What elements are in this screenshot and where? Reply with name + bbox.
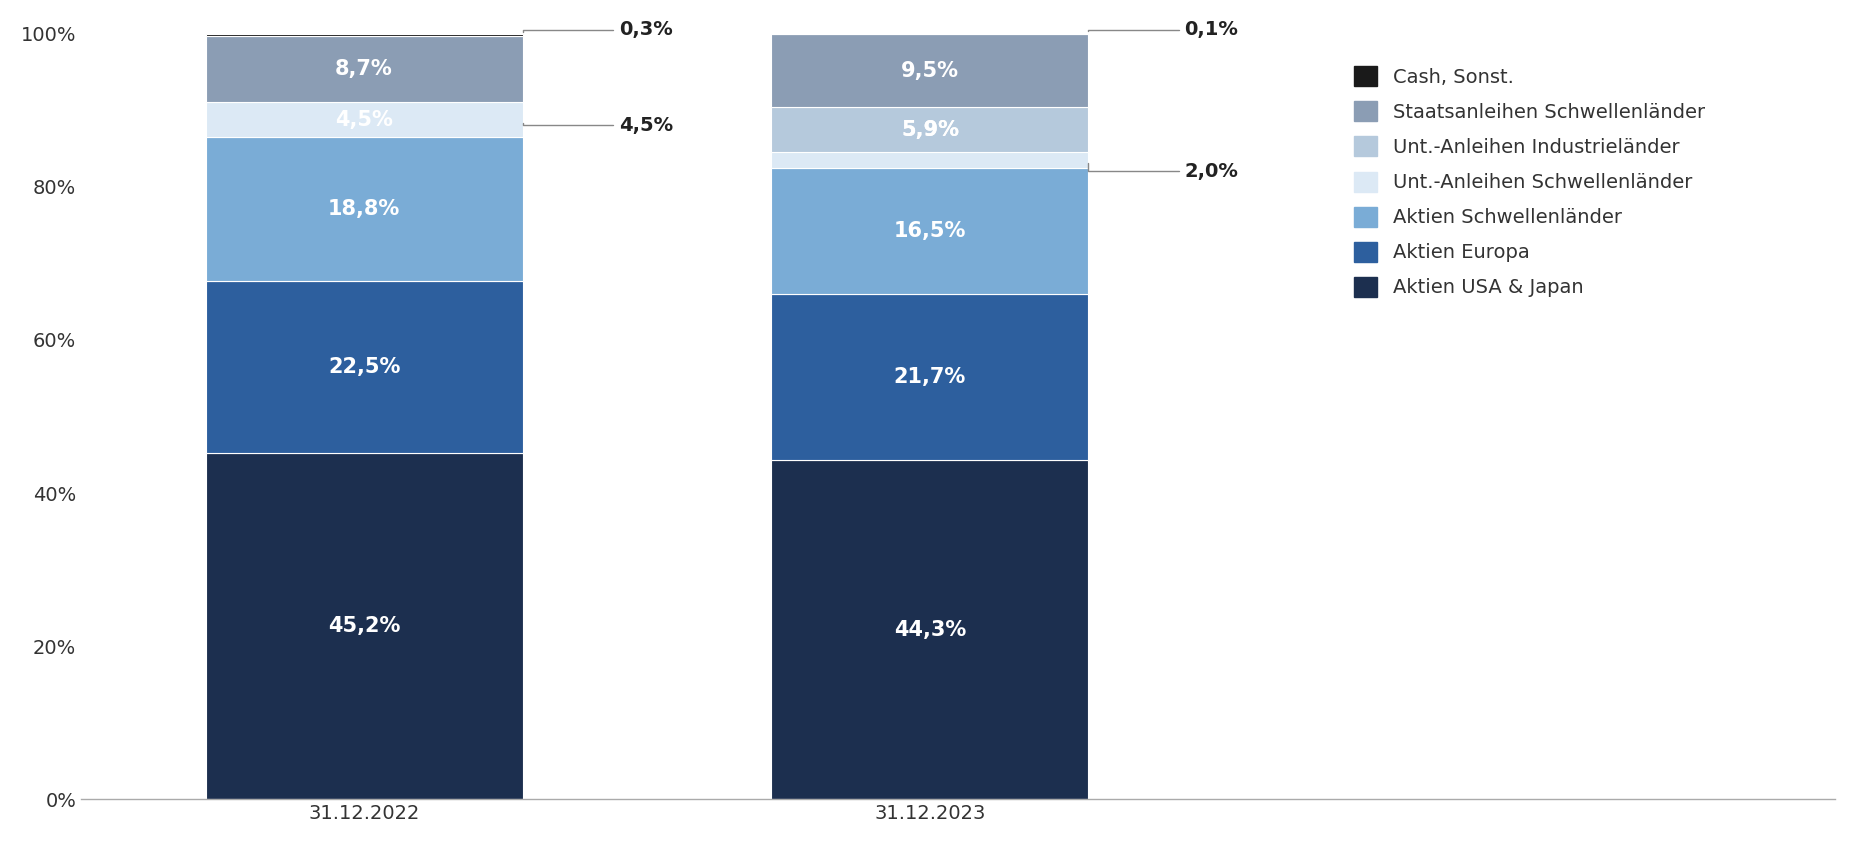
Text: 18,8%: 18,8% — [328, 199, 401, 219]
Text: 5,9%: 5,9% — [900, 120, 959, 139]
Text: 4,5%: 4,5% — [336, 110, 393, 130]
Bar — [772, 168, 1087, 294]
Bar — [206, 281, 523, 453]
Bar — [772, 35, 1087, 107]
Bar — [206, 137, 523, 281]
Legend: Cash, Sonst., Staatsanleihen Schwellenländer, Unt.-Anleihen Industrieländer, Unt: Cash, Sonst., Staatsanleihen Schwellenlä… — [1352, 67, 1705, 297]
Bar — [206, 34, 523, 36]
Text: 8,7%: 8,7% — [336, 59, 393, 79]
Bar — [206, 102, 523, 137]
Text: 44,3%: 44,3% — [894, 619, 965, 640]
Bar — [206, 453, 523, 799]
Text: 9,5%: 9,5% — [900, 61, 959, 81]
Text: 21,7%: 21,7% — [894, 367, 965, 387]
Bar — [772, 294, 1087, 460]
Bar — [772, 460, 1087, 799]
Text: 0,3%: 0,3% — [523, 20, 672, 40]
Text: 45,2%: 45,2% — [328, 616, 401, 636]
Bar — [772, 152, 1087, 168]
Text: 4,5%: 4,5% — [523, 116, 673, 135]
Text: 0,1%: 0,1% — [1087, 20, 1237, 40]
Text: 2,0%: 2,0% — [1087, 162, 1237, 181]
Text: 16,5%: 16,5% — [894, 221, 966, 241]
Bar — [772, 107, 1087, 152]
Text: 5,9%: 5,9% — [900, 120, 959, 139]
Text: 22,5%: 22,5% — [328, 357, 401, 377]
Bar — [206, 36, 523, 102]
